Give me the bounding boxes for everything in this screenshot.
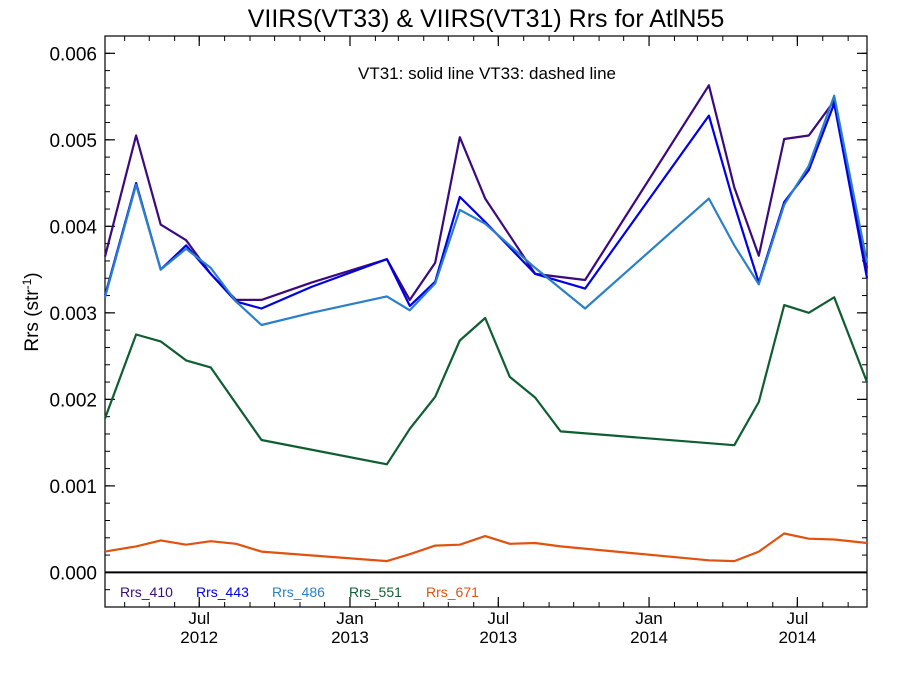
y-tick-label: 0.001 (49, 477, 97, 498)
x-tick-month-label: Jul (188, 609, 210, 628)
chart-annotation: VT31: solid line VT33: dashed line (358, 64, 616, 83)
legend-item: Rrs_486 (272, 584, 325, 600)
y-tick-label: 0.002 (49, 390, 97, 411)
x-tick-month-label: Jul (786, 609, 808, 628)
legend-item: Rrs_410 (120, 584, 173, 600)
x-tick-year-label: 2014 (630, 628, 668, 647)
series-line-rrs-551 (103, 296, 869, 466)
y-axis-label: Rrs (str-1) (20, 272, 43, 351)
legend-item: Rrs_443 (196, 584, 249, 600)
x-tick-year-label: 2013 (479, 628, 517, 647)
x-tick-month-label: Jan (336, 609, 363, 628)
x-tick-month-label: Jan (635, 609, 662, 628)
plot-area: 0.0000.0010.0020.0030.0040.0050.006Jul20… (49, 35, 869, 647)
chart-title: VIIRS(VT33) & VIIRS(VT31) Rrs for AtlN55 (248, 5, 725, 33)
y-tick-label: 0.005 (49, 131, 97, 152)
y-tick-label: 0.006 (49, 44, 97, 65)
series-line-rrs-486 (103, 94, 869, 327)
y-axis-label-superscript: -1 (20, 278, 34, 289)
x-tick-month-label: Jul (487, 609, 509, 628)
y-axis-label-close: ) (22, 272, 43, 278)
x-tick-year-label: 2012 (180, 628, 218, 647)
plot-frame (104, 35, 868, 608)
x-tick-year-label: 2013 (331, 628, 369, 647)
x-tick-year-label: 2014 (778, 628, 816, 647)
legend-item: Rrs_671 (426, 584, 479, 600)
series-line-rrs-671 (104, 532, 868, 563)
y-tick-label: 0.003 (49, 304, 97, 325)
y-tick-label: 0.004 (49, 217, 97, 238)
series-line-rrs-410 (103, 84, 869, 301)
y-tick-label: 0.000 (49, 563, 97, 584)
y-axis-label-main: Rrs (str (22, 289, 43, 352)
legend-item: Rrs_551 (349, 584, 402, 600)
